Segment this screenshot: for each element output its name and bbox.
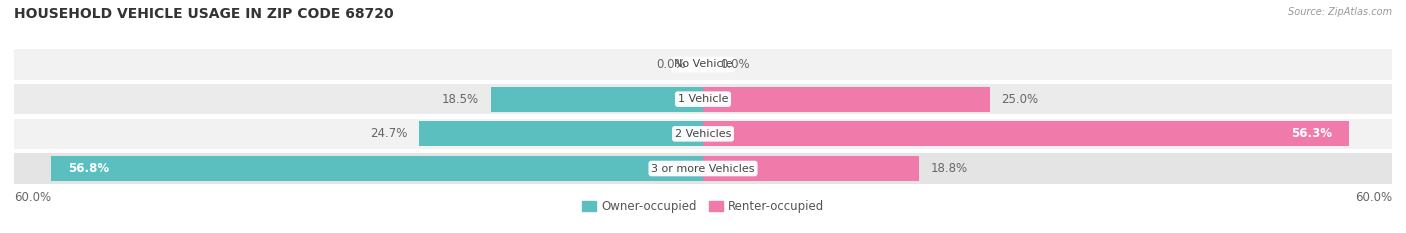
Text: 18.8%: 18.8% [931,162,967,175]
Bar [14,84,1392,114]
Text: No Vehicle: No Vehicle [673,59,733,69]
Text: 0.0%: 0.0% [657,58,686,71]
Text: HOUSEHOLD VEHICLE USAGE IN ZIP CODE 68720: HOUSEHOLD VEHICLE USAGE IN ZIP CODE 6872… [14,7,394,21]
Bar [14,119,1392,149]
Legend: Owner-occupied, Renter-occupied: Owner-occupied, Renter-occupied [578,195,828,218]
Text: Source: ZipAtlas.com: Source: ZipAtlas.com [1288,7,1392,17]
Text: 60.0%: 60.0% [14,191,51,204]
Text: 0.0%: 0.0% [720,58,749,71]
Text: 1 Vehicle: 1 Vehicle [678,94,728,104]
Text: 2 Vehicles: 2 Vehicles [675,129,731,139]
Text: 24.7%: 24.7% [371,127,408,140]
Text: 56.8%: 56.8% [67,162,110,175]
Bar [14,49,1392,80]
Bar [703,156,920,181]
Bar [703,121,1350,146]
Bar [14,153,1392,184]
Bar [491,87,703,112]
Bar [419,121,703,146]
Text: 56.3%: 56.3% [1291,127,1333,140]
Bar [703,87,990,112]
Text: 60.0%: 60.0% [1355,191,1392,204]
Bar [51,156,703,181]
Text: 3 or more Vehicles: 3 or more Vehicles [651,164,755,174]
Text: 18.5%: 18.5% [441,93,479,106]
Text: 25.0%: 25.0% [1001,93,1039,106]
